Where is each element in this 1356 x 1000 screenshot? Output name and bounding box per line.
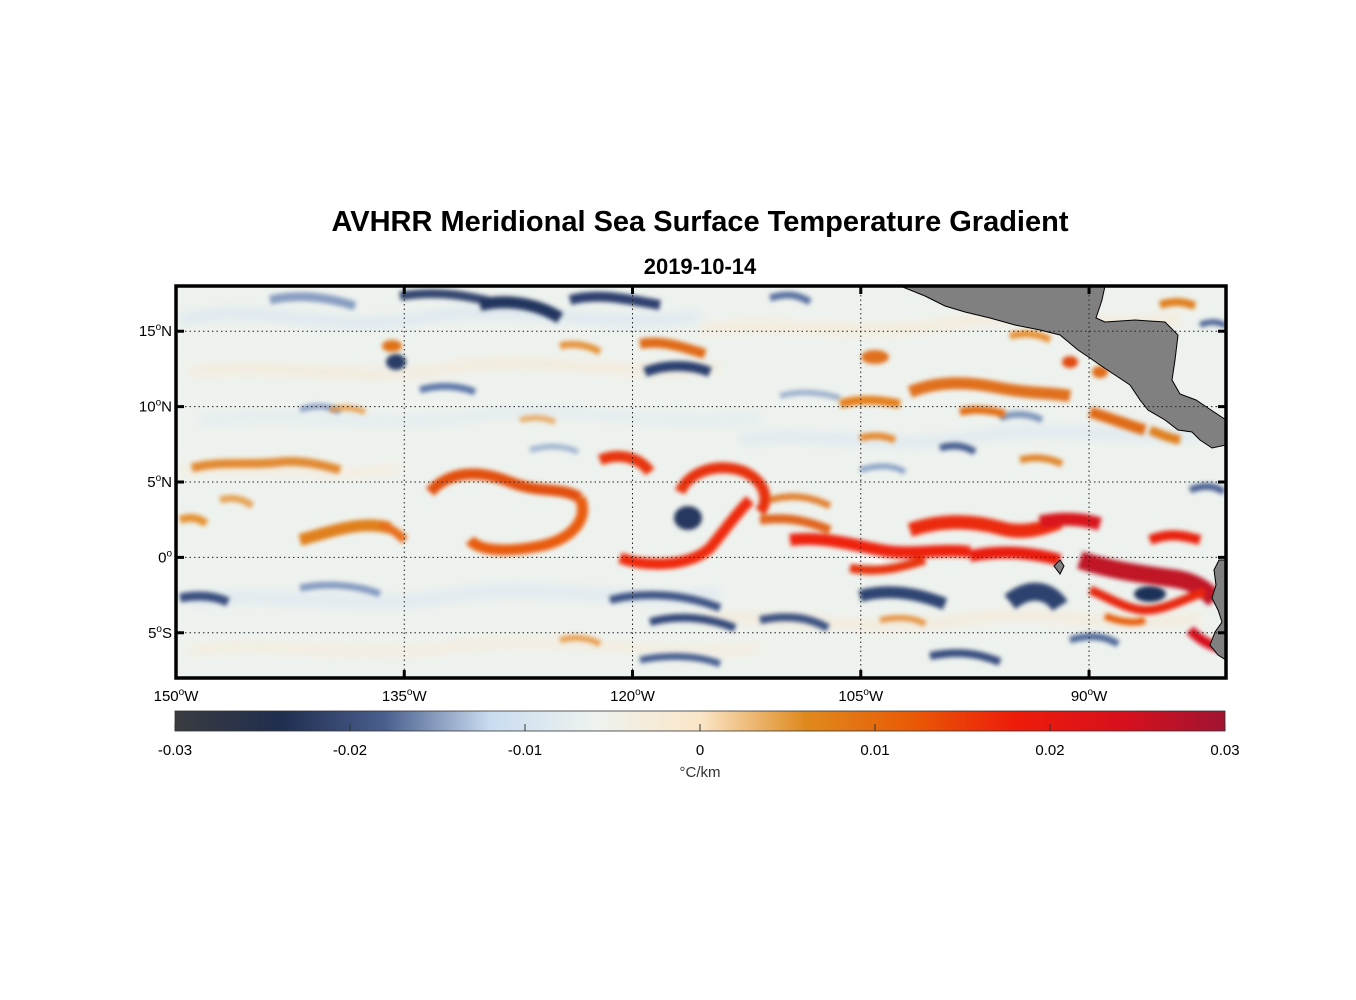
colorbar-tick-label: 0.01 — [860, 742, 889, 759]
lon-tick-number: 120 — [610, 688, 635, 705]
lon-tick-degree: o — [635, 687, 641, 698]
lat-tick-degree: o — [156, 624, 162, 635]
lon-tick-degree: o — [179, 687, 185, 698]
degree-symbol: ° — [679, 764, 686, 781]
lat-tick-number: 15 — [139, 323, 156, 340]
map-title: AVHRR Meridional Sea Surface Temperature… — [331, 206, 1069, 238]
colorbar-tick-label: 0 — [696, 742, 704, 759]
galapagos-land — [1053, 559, 1065, 575]
lat-tick-number: 10 — [139, 399, 156, 416]
central-america-land — [899, 286, 1226, 449]
lon-tick-number: 135 — [382, 688, 407, 705]
lon-tick-hemisphere: W — [1093, 688, 1108, 705]
colorbar-ticks: -0.03 -0.02 -0.01 0 0.01 0.02 0.03 — [158, 724, 1240, 759]
lat-tick-label: 15oN — [139, 322, 172, 340]
lon-tick-label: 150oW — [154, 687, 200, 705]
lon-tick-hemisphere: W — [641, 688, 656, 705]
lat-tick-number: 0 — [158, 549, 166, 566]
lon-tick-number: 105 — [838, 688, 863, 705]
lat-tick-label: 0o — [158, 548, 172, 566]
land-masses — [899, 286, 1226, 661]
lat-tick-hemisphere: N — [161, 323, 172, 340]
lat-tick-label: 5oN — [147, 473, 172, 491]
lon-tick-hemisphere: W — [412, 688, 427, 705]
positive-gradient-features — [178, 298, 1224, 653]
colorbar-tick-label: -0.01 — [508, 742, 542, 759]
lat-tick-number: 5 — [148, 625, 156, 642]
lat-tick-number: 5 — [147, 474, 155, 491]
lon-tick-hemisphere: W — [869, 688, 884, 705]
map-field — [176, 286, 1226, 678]
lon-tick-label: 90oW — [1071, 687, 1108, 705]
lon-tick-degree: o — [407, 687, 413, 698]
lon-tick-label: 120oW — [610, 687, 656, 705]
lon-tick-degree: o — [1088, 687, 1094, 698]
lat-tick-hemisphere: S — [162, 625, 172, 642]
lat-tick-degree: o — [156, 398, 162, 409]
lat-tick-hemisphere: N — [161, 399, 172, 416]
lat-tick-degree: o — [156, 322, 162, 333]
lon-tick-number: 150 — [154, 688, 179, 705]
lon-tick-number: 90 — [1071, 688, 1088, 705]
colorbar-tick-label: 0.02 — [1035, 742, 1064, 759]
lat-tick-label: 10oN — [139, 398, 172, 416]
unit-text: C/km — [685, 764, 721, 781]
lon-tick-label: 135oW — [382, 687, 428, 705]
lon-tick-degree: o — [863, 687, 869, 698]
lon-tick-label: 105oW — [838, 687, 884, 705]
colorbar-tick-label: -0.03 — [158, 742, 192, 759]
south-america-land — [1209, 559, 1226, 661]
colorbar-tick-label: 0.03 — [1210, 742, 1239, 759]
lat-tick-label: 5oS — [148, 624, 172, 642]
lat-tick-hemisphere: N — [161, 474, 172, 491]
lon-tick-hemisphere: W — [184, 688, 199, 705]
colorbar-unit-label: °C/km — [600, 764, 800, 781]
lat-tick-degree: o — [166, 548, 172, 559]
colorbar-tick-label: -0.02 — [333, 742, 367, 759]
lat-tick-degree: o — [156, 473, 162, 484]
map-subtitle: 2019-10-14 — [643, 254, 757, 279]
